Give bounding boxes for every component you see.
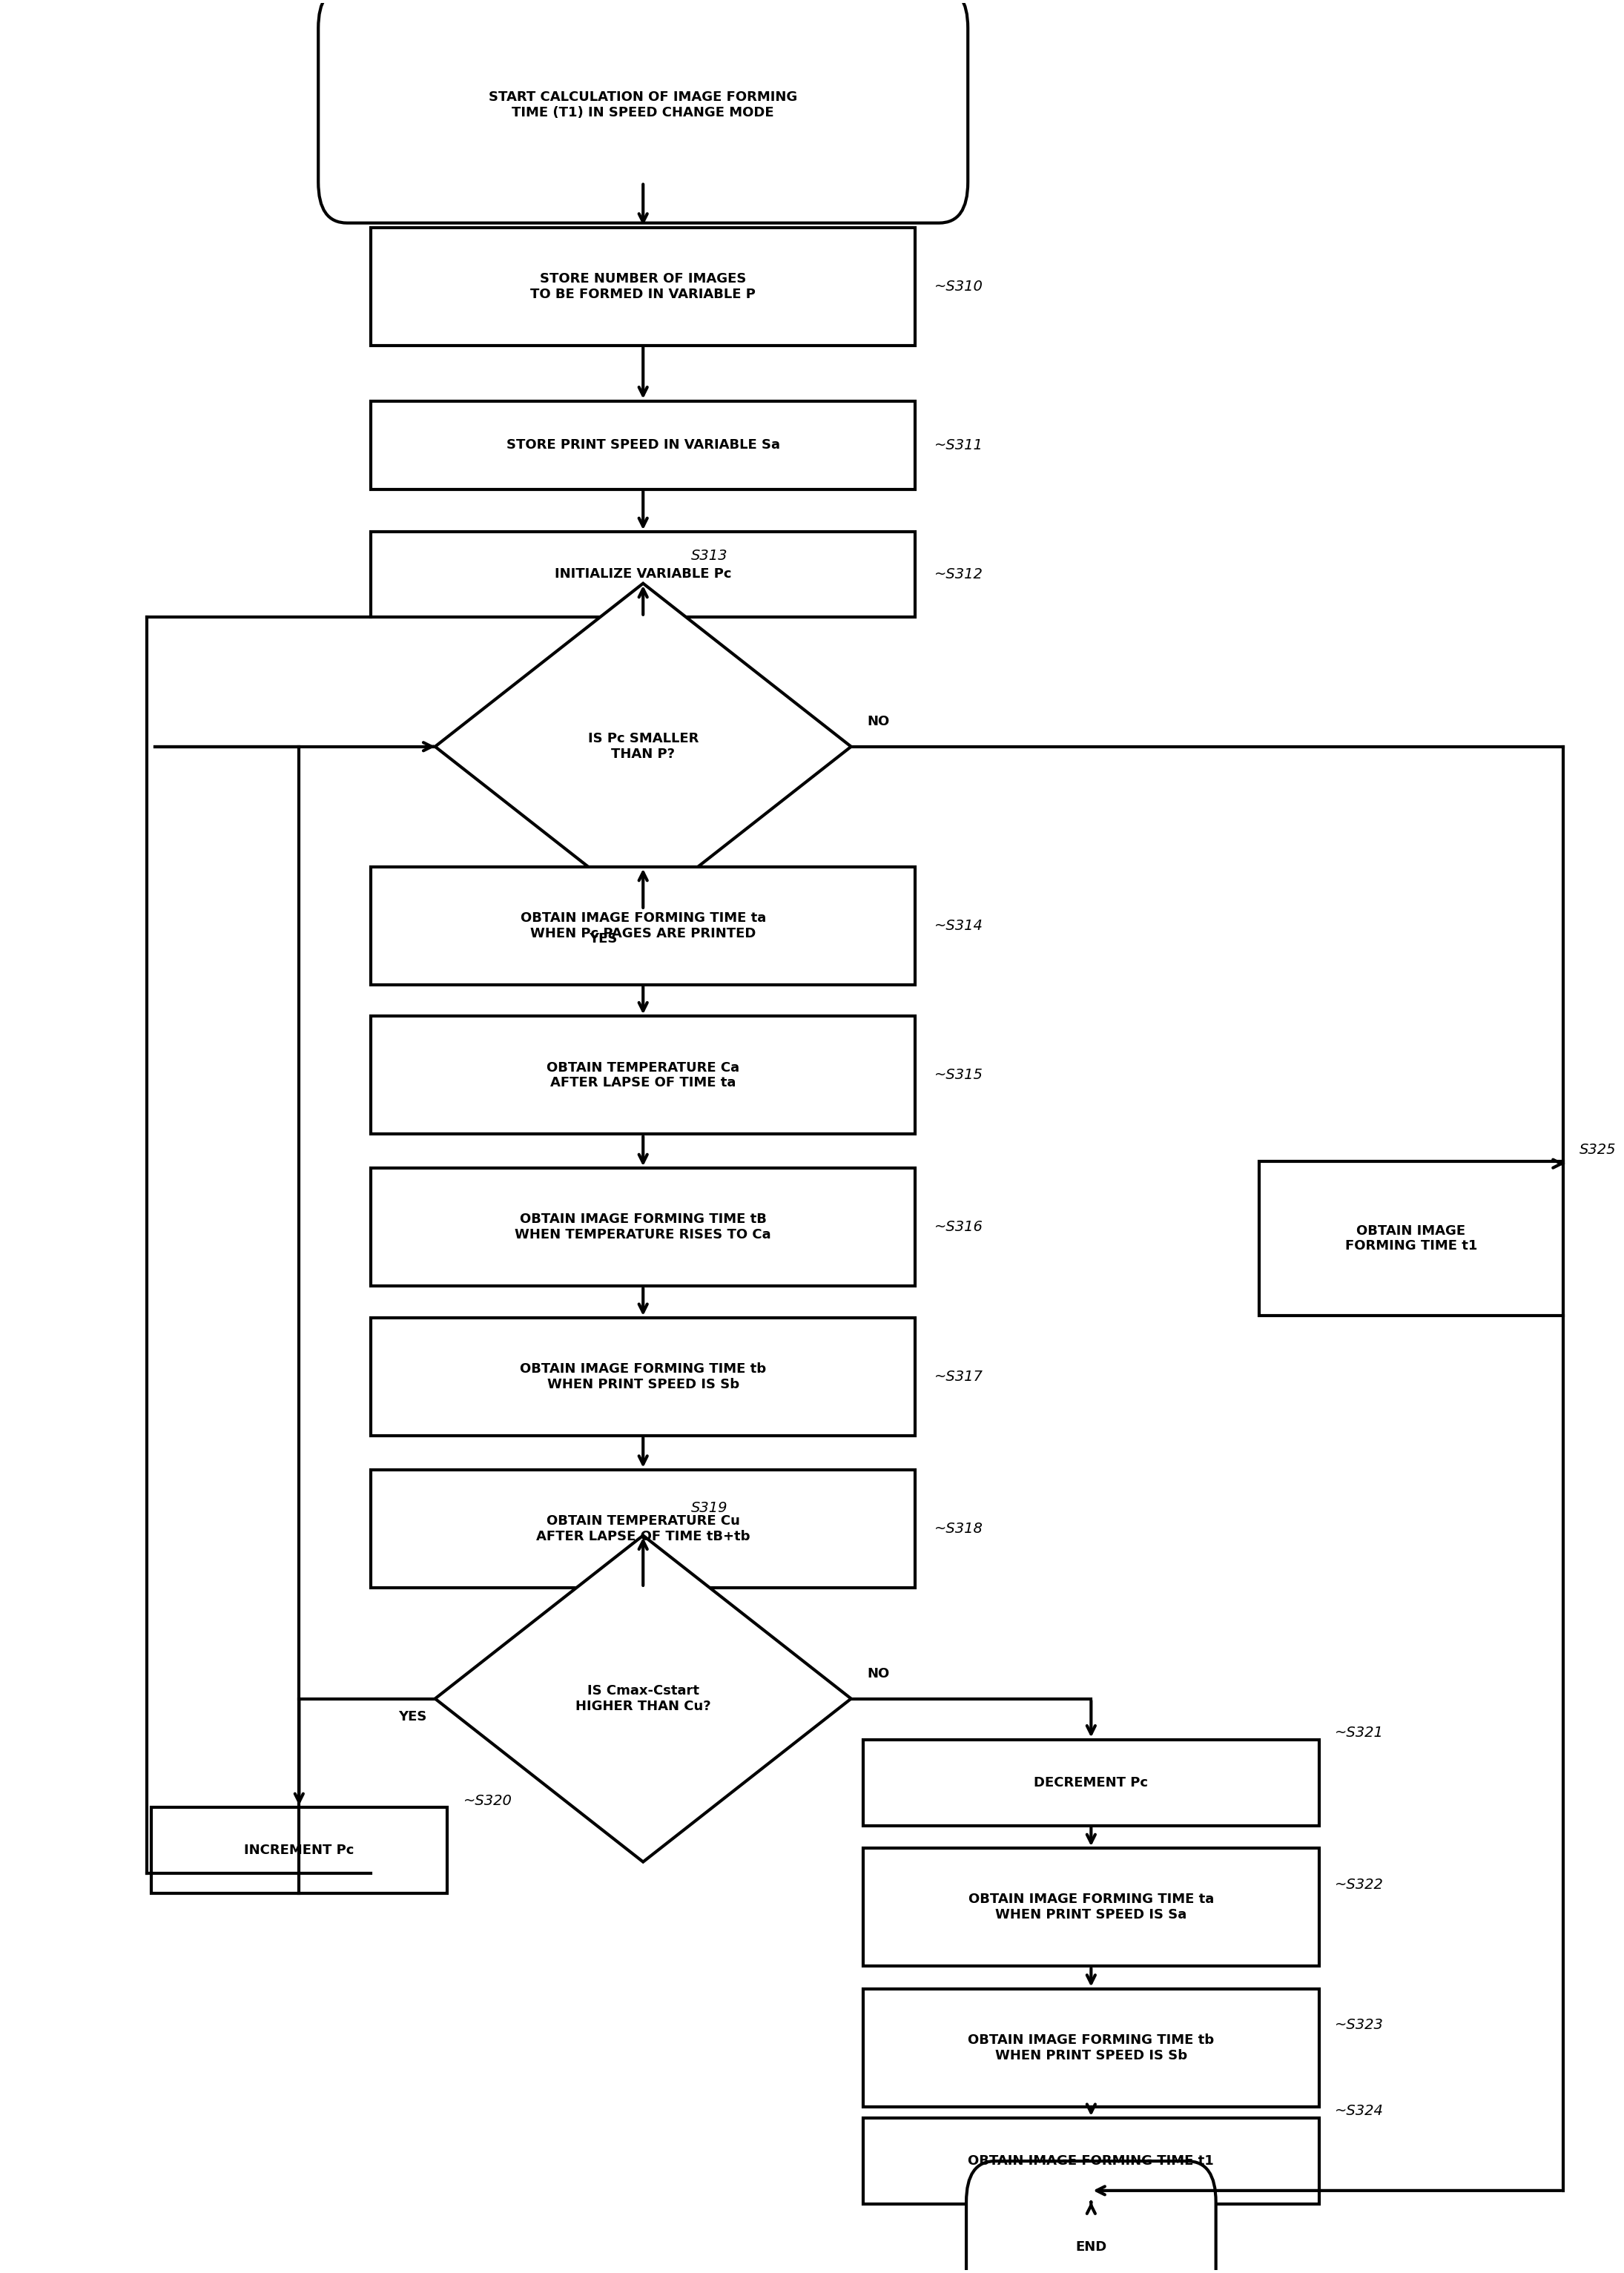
Text: IS Pc SMALLER
THAN P?: IS Pc SMALLER THAN P? <box>588 732 698 761</box>
Text: START CALCULATION OF IMAGE FORMING
TIME (T1) IN SPEED CHANGE MODE: START CALCULATION OF IMAGE FORMING TIME … <box>489 91 797 120</box>
Polygon shape <box>435 584 851 909</box>
Bar <box>372 866 914 984</box>
Text: ~S318: ~S318 <box>934 1521 983 1537</box>
Text: ~S317: ~S317 <box>934 1371 983 1384</box>
FancyBboxPatch shape <box>966 2162 1216 2273</box>
Text: INCREMENT Pc: INCREMENT Pc <box>244 1843 354 1857</box>
FancyBboxPatch shape <box>318 0 968 223</box>
Text: ~S321: ~S321 <box>1335 1725 1384 1739</box>
Text: OBTAIN IMAGE FORMING TIME ta
WHEN Pc PAGES ARE PRINTED: OBTAIN IMAGE FORMING TIME ta WHEN Pc PAG… <box>520 911 767 941</box>
Bar <box>372 227 914 345</box>
Text: ~S324: ~S324 <box>1335 2105 1384 2118</box>
Text: ~S320: ~S320 <box>463 1793 512 1807</box>
Text: YES: YES <box>398 1709 427 1723</box>
Bar <box>372 1168 914 1287</box>
Text: OBTAIN IMAGE FORMING TIME t1: OBTAIN IMAGE FORMING TIME t1 <box>968 2155 1215 2168</box>
Text: NO: NO <box>867 1666 890 1680</box>
Bar <box>372 532 914 616</box>
Text: OBTAIN IMAGE FORMING TIME tB
WHEN TEMPERATURE RISES TO Ca: OBTAIN IMAGE FORMING TIME tB WHEN TEMPER… <box>515 1214 771 1241</box>
Bar <box>151 1807 447 1893</box>
Text: OBTAIN TEMPERATURE Cu
AFTER LAPSE OF TIME tB+tb: OBTAIN TEMPERATURE Cu AFTER LAPSE OF TIM… <box>536 1514 750 1543</box>
Text: S313: S313 <box>692 550 728 564</box>
Polygon shape <box>435 1537 851 1862</box>
Bar <box>862 2118 1319 2205</box>
Text: IS Cmax-Cstart
HIGHER THAN Cu?: IS Cmax-Cstart HIGHER THAN Cu? <box>575 1684 711 1714</box>
Bar <box>862 1739 1319 1825</box>
Text: OBTAIN IMAGE
FORMING TIME t1: OBTAIN IMAGE FORMING TIME t1 <box>1345 1225 1478 1252</box>
Text: INITIALIZE VARIABLE Pc: INITIALIZE VARIABLE Pc <box>555 568 731 582</box>
Bar <box>372 400 914 489</box>
Bar <box>372 1318 914 1437</box>
Bar <box>862 1848 1319 1966</box>
Text: ~S322: ~S322 <box>1335 1877 1384 1891</box>
Text: ~S314: ~S314 <box>934 918 983 932</box>
Text: ~S323: ~S323 <box>1335 2018 1384 2032</box>
Text: STORE NUMBER OF IMAGES
TO BE FORMED IN VARIABLE P: STORE NUMBER OF IMAGES TO BE FORMED IN V… <box>531 273 755 300</box>
Text: OBTAIN TEMPERATURE Ca
AFTER LAPSE OF TIME ta: OBTAIN TEMPERATURE Ca AFTER LAPSE OF TIM… <box>547 1061 739 1089</box>
Text: OBTAIN IMAGE FORMING TIME tb
WHEN PRINT SPEED IS Sb: OBTAIN IMAGE FORMING TIME tb WHEN PRINT … <box>520 1362 767 1391</box>
Text: YES: YES <box>590 932 617 946</box>
Text: OBTAIN IMAGE FORMING TIME tb
WHEN PRINT SPEED IS Sb: OBTAIN IMAGE FORMING TIME tb WHEN PRINT … <box>968 2034 1215 2062</box>
Text: ~S312: ~S312 <box>934 568 983 582</box>
Text: OBTAIN IMAGE FORMING TIME ta
WHEN PRINT SPEED IS Sa: OBTAIN IMAGE FORMING TIME ta WHEN PRINT … <box>968 1893 1213 1921</box>
Text: STORE PRINT SPEED IN VARIABLE Sa: STORE PRINT SPEED IN VARIABLE Sa <box>507 439 780 452</box>
Bar <box>1259 1162 1562 1316</box>
Text: ~S311: ~S311 <box>934 439 983 452</box>
Bar <box>372 1471 914 1587</box>
Text: DECREMENT Pc: DECREMENT Pc <box>1034 1775 1148 1789</box>
Text: ~S316: ~S316 <box>934 1221 983 1234</box>
Bar <box>862 1989 1319 2107</box>
Text: S325: S325 <box>1579 1143 1616 1157</box>
Text: ~S315: ~S315 <box>934 1068 983 1082</box>
Bar <box>372 1016 914 1134</box>
Text: S319: S319 <box>692 1500 728 1516</box>
Text: NO: NO <box>867 716 890 727</box>
Text: END: END <box>1075 2241 1106 2255</box>
Text: ~S310: ~S310 <box>934 280 983 293</box>
